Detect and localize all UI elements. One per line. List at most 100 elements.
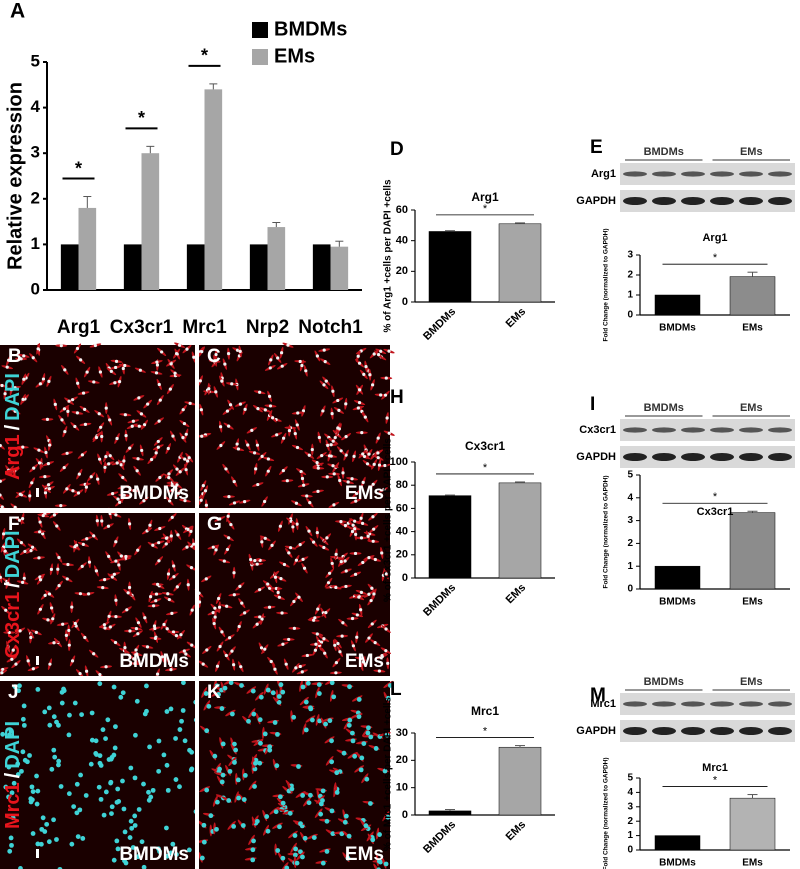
cell-nucleus	[37, 461, 42, 465]
cell-nucleus	[377, 832, 382, 837]
cell-nucleus	[267, 744, 273, 750]
cell-nucleus	[22, 377, 26, 381]
cell-nucleus	[232, 571, 236, 575]
cell-nucleus	[253, 559, 257, 563]
scale-bar	[36, 488, 39, 497]
chart-title: Arg1	[702, 232, 727, 244]
cell-nucleus	[94, 752, 99, 757]
cell-nucleus	[15, 772, 21, 777]
cell-nucleus	[344, 584, 348, 589]
cell-nucleus	[232, 593, 236, 597]
cell-nucleus	[120, 690, 126, 696]
cell-nucleus	[360, 521, 365, 525]
cell-nucleus	[286, 343, 290, 347]
cell-nucleus	[70, 398, 75, 402]
cell-nucleus	[326, 581, 331, 585]
cell-nucleus	[327, 571, 332, 575]
cell-nucleus	[127, 585, 132, 590]
cell-nucleus	[189, 749, 195, 755]
cell-nucleus	[43, 593, 47, 597]
cell-nucleus	[350, 529, 355, 534]
cell-nucleus	[55, 524, 59, 528]
cell-nucleus	[77, 807, 83, 813]
cell-nucleus	[298, 359, 302, 364]
y-tick-label: 1	[627, 561, 633, 572]
cell-nucleus	[130, 845, 136, 850]
cell-nucleus	[141, 864, 147, 869]
cell-nucleus	[370, 586, 374, 590]
cell-nucleus	[75, 834, 81, 839]
cell-nucleus	[121, 366, 125, 371]
cell-nucleus	[376, 858, 382, 864]
cell-nucleus	[125, 608, 129, 612]
x-tick-label: Nrp2	[246, 317, 289, 338]
cell-nucleus	[320, 788, 326, 794]
cell-nucleus	[156, 738, 162, 744]
cell-nucleus	[268, 366, 272, 370]
cell-nucleus	[88, 761, 94, 767]
cell-nucleus	[47, 379, 51, 383]
cell-nucleus	[359, 608, 363, 612]
cell-nucleus	[134, 626, 139, 631]
micrograph-caption: BMDMs	[119, 651, 189, 672]
cell-nucleus	[188, 401, 192, 405]
cell-nucleus	[104, 665, 108, 669]
cell-nucleus	[319, 640, 324, 644]
cell-nucleus	[270, 690, 276, 696]
cell-nucleus	[363, 823, 369, 829]
cell-nucleus	[246, 443, 250, 447]
cell-nucleus	[74, 810, 80, 816]
cell-nucleus	[150, 457, 154, 462]
cell-nucleus	[6, 764, 12, 770]
cell-nucleus	[240, 601, 244, 605]
cell-nucleus	[106, 524, 111, 528]
cell-nucleus	[123, 413, 127, 417]
cell-nucleus	[189, 766, 195, 772]
cell-nucleus	[341, 471, 345, 475]
blot-band	[623, 453, 647, 461]
blot-band	[623, 171, 647, 177]
cell-nucleus	[238, 349, 242, 353]
cell-nucleus	[19, 541, 23, 545]
cell-nucleus	[276, 590, 280, 595]
cell-nucleus	[132, 488, 136, 493]
cell-nucleus	[156, 768, 162, 774]
cell-nucleus	[1, 667, 5, 672]
cell-nucleus	[62, 465, 66, 470]
cell-nucleus	[365, 462, 370, 466]
cell-nucleus	[109, 811, 114, 817]
micrograph-caption: EMs	[345, 483, 384, 504]
cell-nucleus	[175, 483, 179, 487]
cell-nucleus	[162, 622, 166, 627]
separator: /	[2, 424, 24, 430]
cell-nucleus	[254, 818, 260, 824]
blot-band	[710, 427, 734, 433]
cell-nucleus	[190, 643, 194, 647]
cell-nucleus	[334, 790, 340, 795]
cell-nucleus	[7, 630, 11, 635]
cell-nucleus	[369, 598, 373, 603]
cell-nucleus	[303, 699, 309, 705]
y-tick-label: 4	[627, 787, 633, 798]
cell-nucleus	[186, 527, 190, 531]
cell-nucleus	[166, 572, 171, 576]
cell-nucleus	[71, 804, 77, 810]
cell-nucleus	[232, 501, 237, 505]
panel-label: J	[8, 682, 19, 703]
cell-nucleus	[34, 630, 38, 634]
cell-nucleus	[359, 516, 363, 520]
cell-nucleus	[370, 622, 374, 626]
cell-nucleus	[170, 483, 174, 488]
x-tick-label: Cx3cr1	[110, 317, 174, 338]
cell-nucleus	[101, 585, 105, 590]
cell-nucleus	[384, 732, 390, 738]
cell-nucleus	[308, 792, 313, 798]
cell-nucleus	[293, 432, 297, 436]
cell-nucleus	[176, 491, 181, 495]
blot-band-label: GAPDH	[576, 451, 616, 463]
cell-nucleus	[266, 582, 270, 586]
cell-nucleus	[144, 683, 149, 689]
cell-nucleus	[70, 659, 75, 663]
cell-nucleus	[376, 451, 380, 455]
y-tick-label: 20	[396, 754, 408, 766]
